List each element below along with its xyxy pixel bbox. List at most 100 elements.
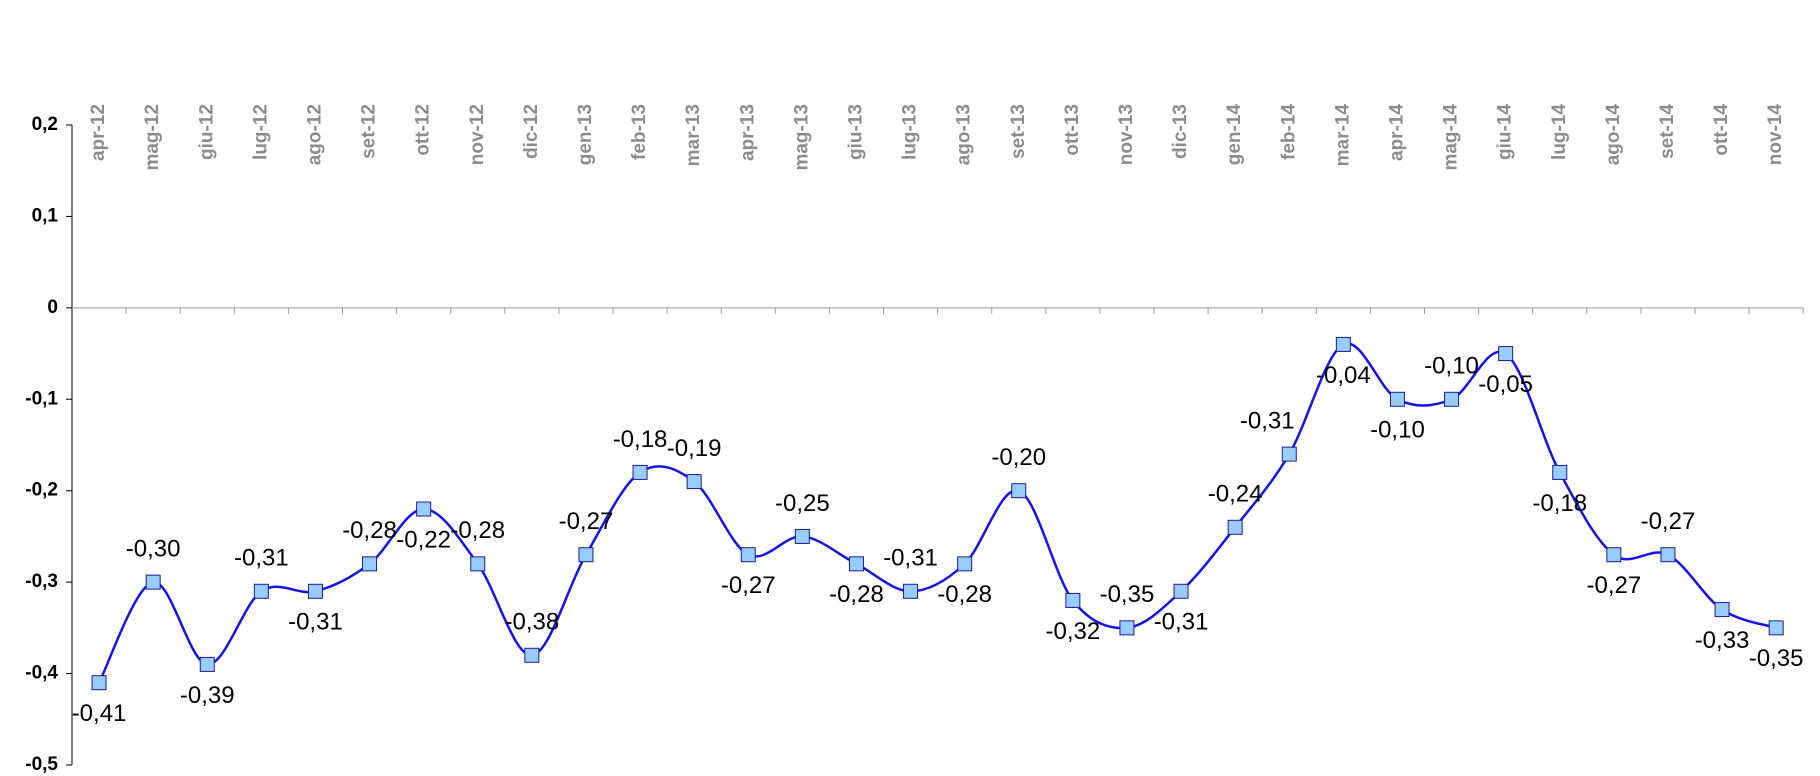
marker — [794, 528, 810, 544]
y-tick-label: 0 — [47, 297, 58, 318]
x-tick-label: ago-13 — [954, 104, 975, 165]
x-tick-label: lug-12 — [250, 104, 271, 160]
marker — [632, 464, 648, 480]
x-tick-label: giu-13 — [845, 104, 866, 160]
marker — [578, 547, 594, 563]
marker — [1660, 547, 1676, 563]
value-label: -0,28 — [829, 581, 884, 608]
x-tick-label: apr-12 — [88, 104, 109, 161]
x-tick-label: nov-13 — [1116, 104, 1137, 165]
value-label: -0,28 — [450, 517, 505, 544]
x-tick-label: set-12 — [359, 104, 380, 159]
y-tick-label: 0,1 — [32, 205, 59, 226]
x-tick-label: set-13 — [1008, 104, 1029, 159]
value-label: -0,35 — [1749, 645, 1804, 672]
value-label: -0,04 — [1316, 362, 1371, 389]
value-label: -0,27 — [721, 572, 776, 599]
marker — [253, 583, 269, 599]
x-tick-label: ott-12 — [413, 104, 434, 156]
marker — [1444, 391, 1460, 407]
marker — [903, 583, 919, 599]
marker — [470, 556, 486, 572]
y-tick-label: -0,3 — [25, 571, 58, 592]
value-label: -0,27 — [1586, 572, 1641, 599]
marker — [1606, 547, 1622, 563]
value-label: -0,24 — [1208, 481, 1263, 508]
value-label: -0,28 — [937, 581, 992, 608]
marker — [1498, 346, 1514, 362]
value-label: -0,31 — [234, 545, 289, 572]
x-tick-label: gen-14 — [1224, 104, 1245, 166]
x-tick-label: feb-14 — [1278, 104, 1299, 160]
marker — [524, 647, 540, 663]
x-tick-label: ago-14 — [1603, 104, 1624, 166]
x-tick-label: apr-13 — [737, 104, 758, 161]
value-label: -0,28 — [342, 517, 397, 544]
value-label: -0,31 — [1154, 609, 1209, 636]
marker — [957, 556, 973, 572]
marker — [1011, 483, 1027, 499]
x-tick-label: set-14 — [1657, 104, 1678, 159]
value-label: -0,10 — [1370, 417, 1425, 444]
marker — [145, 574, 161, 590]
y-tick-label: -0,5 — [25, 754, 58, 775]
y-tick-label: -0,1 — [25, 388, 58, 409]
marker — [1281, 446, 1297, 462]
value-label: -0,31 — [883, 545, 938, 572]
x-tick-label: dic-13 — [1170, 104, 1191, 159]
value-label: -0,18 — [613, 426, 668, 453]
value-label: -0,22 — [396, 526, 451, 553]
marker — [848, 556, 864, 572]
marker — [1389, 391, 1405, 407]
value-label: -0,31 — [288, 609, 343, 636]
x-tick-label: mag-13 — [791, 104, 812, 171]
x-tick-label: mar-13 — [683, 104, 704, 166]
x-tick-label: lug-14 — [1549, 104, 1570, 160]
x-tick-label: mag-12 — [142, 104, 163, 171]
value-label: -0,25 — [775, 490, 830, 517]
annotation: -0,31 — [1240, 407, 1295, 434]
marker — [91, 675, 107, 691]
marker — [362, 556, 378, 572]
y-tick-label: -0,4 — [25, 663, 58, 684]
marker — [199, 656, 215, 672]
x-tick-label: dic-12 — [521, 104, 542, 159]
value-label: -0,27 — [559, 508, 614, 535]
x-tick-label: gen-13 — [575, 104, 596, 165]
value-label: -0,39 — [180, 682, 235, 709]
marker — [1173, 583, 1189, 599]
value-label: -0,41 — [72, 700, 127, 727]
value-label: -0,32 — [1045, 618, 1100, 645]
x-tick-label: giu-14 — [1495, 104, 1516, 160]
value-label: -0,33 — [1695, 627, 1750, 654]
value-label: -0,38 — [504, 609, 559, 636]
value-label: -0,05 — [1478, 371, 1533, 398]
y-tick-label: 0,2 — [32, 114, 58, 135]
y-tick-label: -0,2 — [25, 480, 58, 501]
value-label: -0,35 — [1100, 581, 1155, 608]
value-label: -0,18 — [1532, 490, 1587, 517]
x-tick-label: nov-12 — [467, 104, 488, 165]
marker — [1335, 336, 1351, 352]
marker — [686, 474, 702, 490]
marker — [1714, 602, 1730, 618]
value-label: -0,30 — [126, 535, 181, 562]
x-tick-label: mag-14 — [1441, 104, 1462, 171]
x-tick-label: ott-14 — [1711, 104, 1732, 156]
value-label: -0,20 — [991, 444, 1046, 471]
x-tick-label: lug-13 — [900, 104, 921, 160]
x-tick-label: nov-14 — [1765, 104, 1786, 166]
x-tick-label: ago-12 — [304, 104, 325, 165]
value-label: -0,10 — [1424, 353, 1479, 380]
x-tick-label: apr-14 — [1386, 104, 1407, 161]
marker — [1768, 620, 1784, 636]
marker — [1552, 464, 1568, 480]
x-tick-label: feb-13 — [629, 104, 650, 160]
x-tick-label: giu-12 — [196, 104, 217, 160]
marker — [740, 547, 756, 563]
x-tick-label: ott-13 — [1062, 104, 1083, 156]
marker — [1065, 592, 1081, 608]
marker — [416, 501, 432, 517]
